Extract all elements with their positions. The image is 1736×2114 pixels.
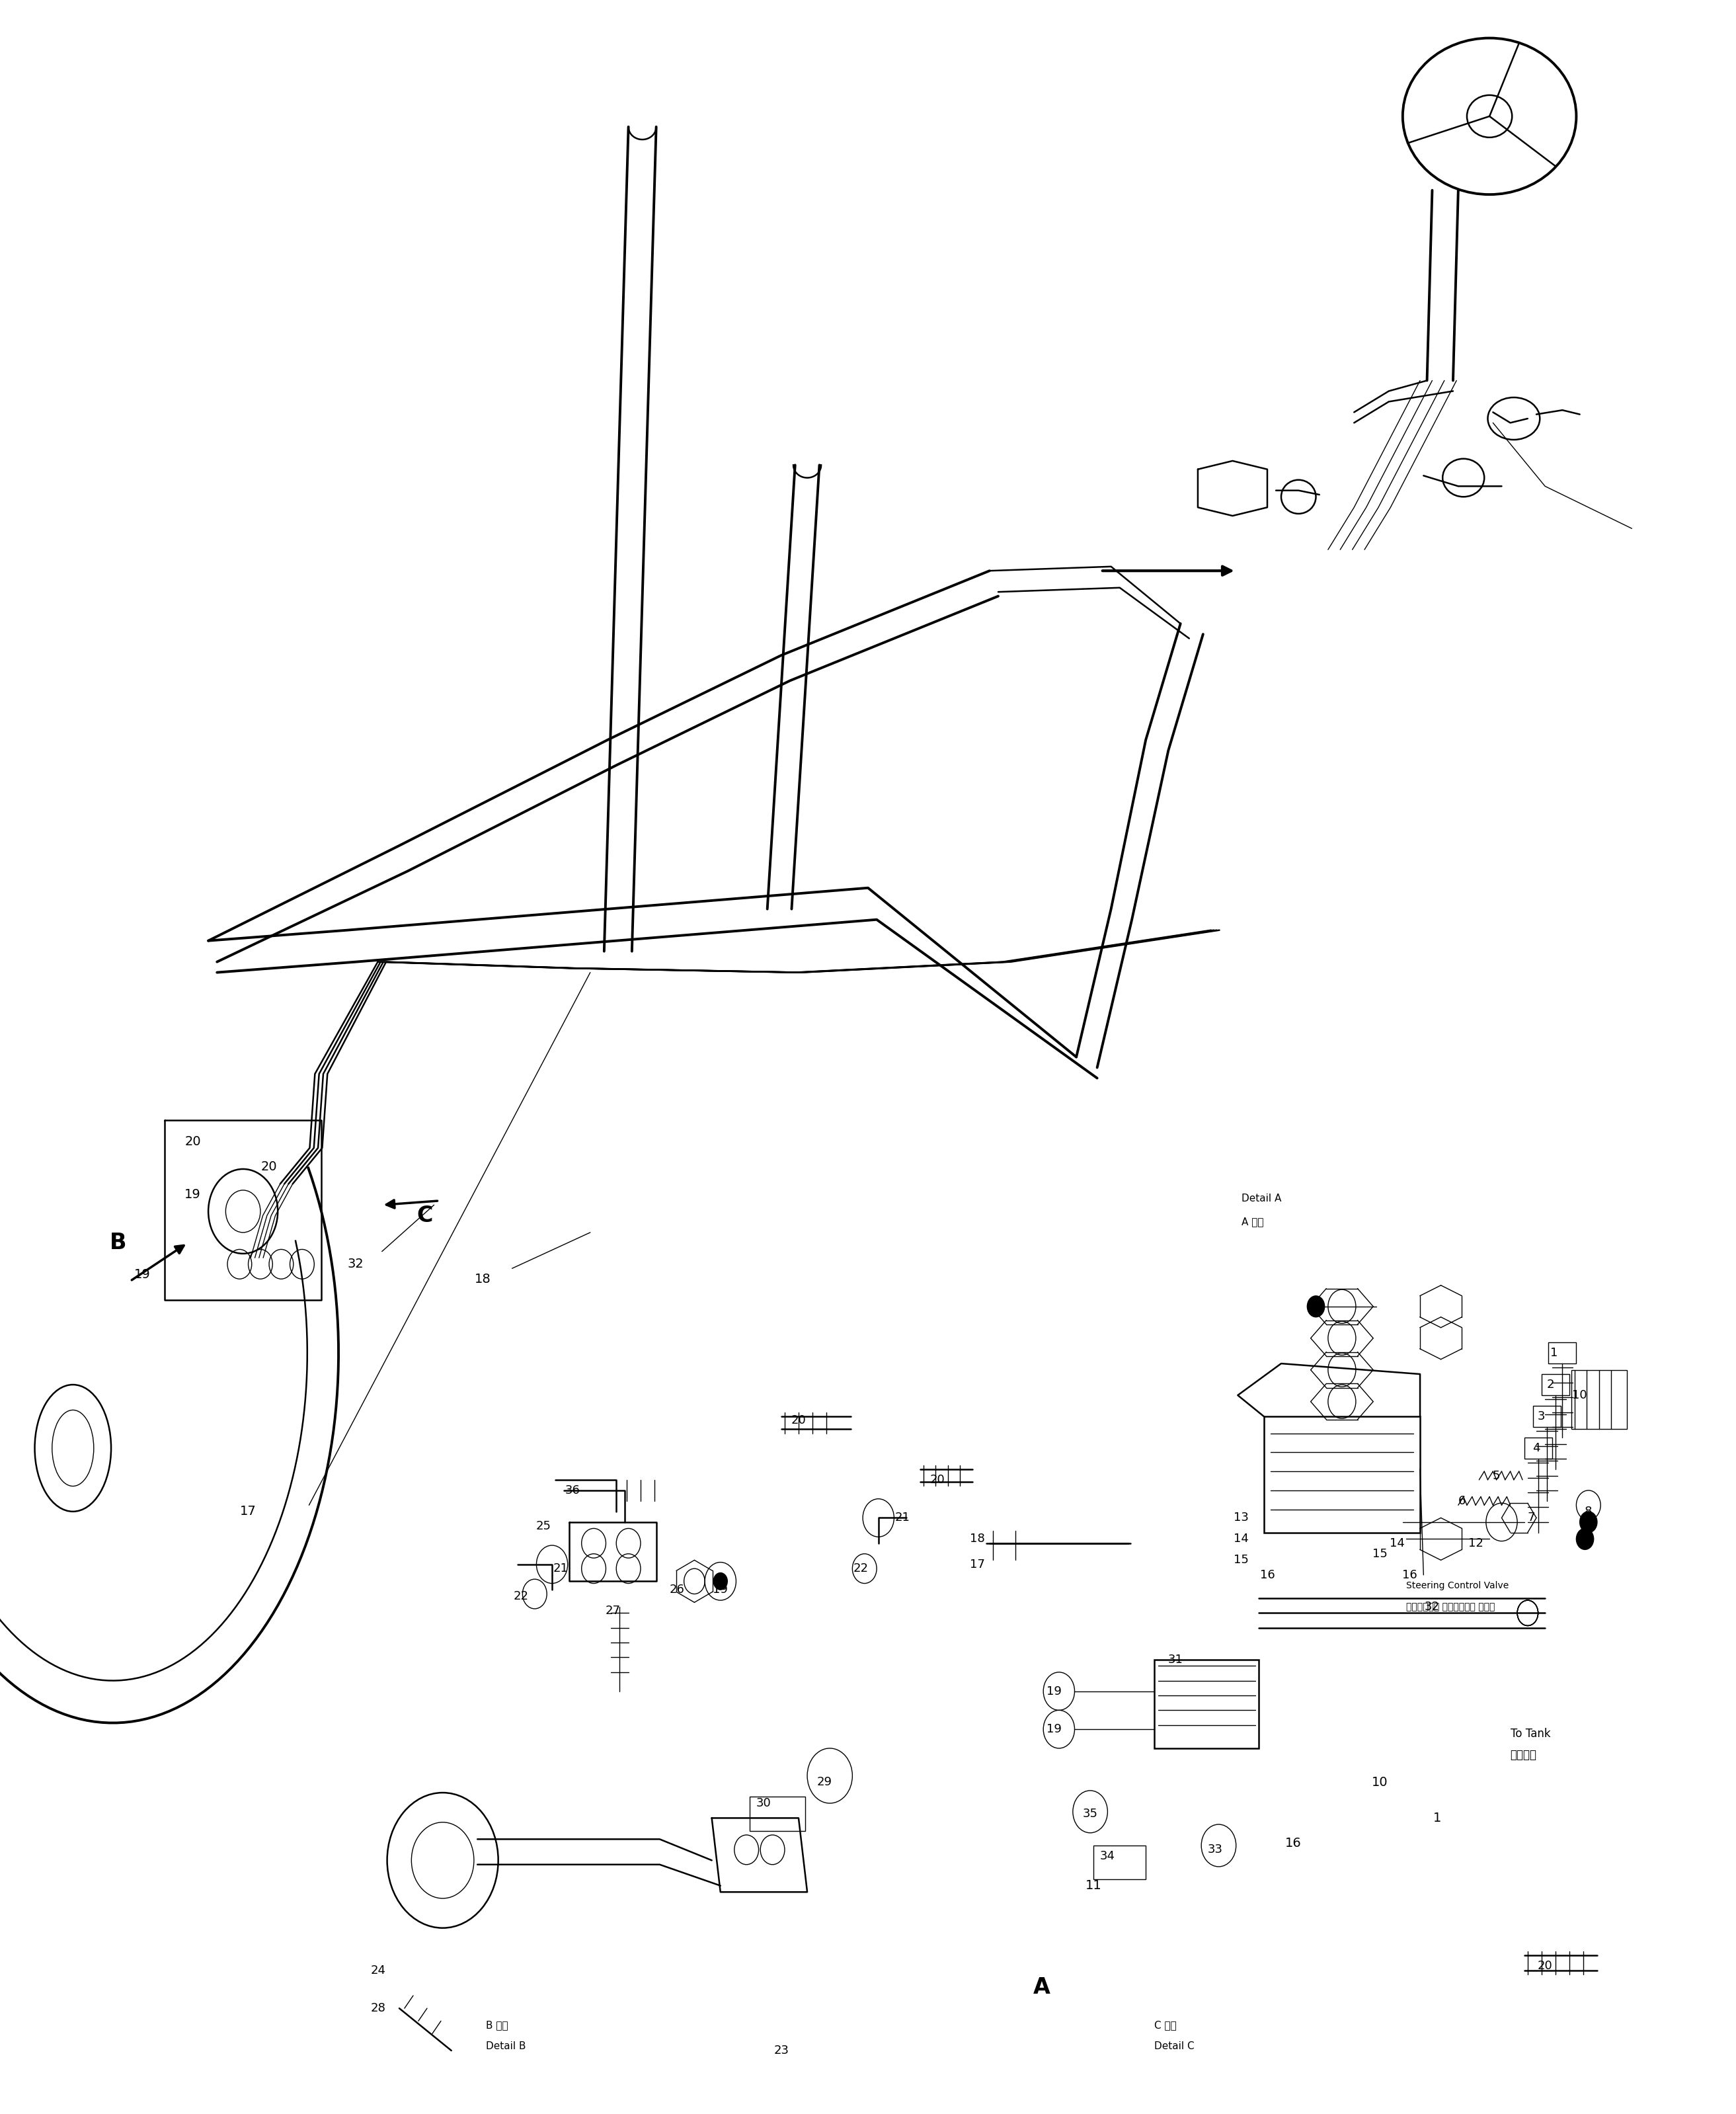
- Text: 16: 16: [1260, 1569, 1274, 1581]
- Bar: [1542, 1374, 1569, 1395]
- Text: 4: 4: [1533, 1442, 1540, 1454]
- Text: 22: 22: [854, 1562, 868, 1575]
- Text: 36: 36: [566, 1484, 580, 1497]
- Text: 18: 18: [970, 1533, 984, 1545]
- Circle shape: [1580, 1512, 1597, 1533]
- Circle shape: [1307, 1296, 1325, 1317]
- Bar: [1549, 1342, 1576, 1364]
- Bar: [1154, 1659, 1259, 1748]
- Text: A 詳細: A 詳細: [1241, 1218, 1264, 1226]
- Text: 24: 24: [372, 1964, 385, 1977]
- Text: 15: 15: [1234, 1554, 1248, 1566]
- Text: 34: 34: [1101, 1850, 1115, 1862]
- Text: 19: 19: [134, 1268, 151, 1281]
- Text: 23: 23: [774, 2044, 788, 2057]
- Text: B 詳細: B 詳細: [486, 2021, 509, 2029]
- Text: 30: 30: [757, 1797, 771, 1810]
- Text: 27: 27: [606, 1605, 620, 1617]
- Text: 13: 13: [1234, 1512, 1248, 1524]
- Bar: [1524, 1438, 1552, 1459]
- Text: 22: 22: [514, 1590, 528, 1602]
- Circle shape: [1576, 1528, 1594, 1550]
- Text: 2: 2: [1547, 1378, 1554, 1391]
- Bar: [1533, 1406, 1561, 1427]
- Bar: [1264, 1416, 1420, 1533]
- Text: 9: 9: [1585, 1528, 1592, 1541]
- Text: 1: 1: [1550, 1347, 1557, 1359]
- Text: Detail A: Detail A: [1241, 1194, 1281, 1203]
- Text: 26: 26: [670, 1583, 684, 1596]
- Text: 14: 14: [1391, 1537, 1404, 1550]
- Text: C 詳細: C 詳細: [1154, 2021, 1177, 2029]
- Text: C: C: [417, 1205, 432, 1226]
- Text: 7: 7: [1528, 1512, 1535, 1524]
- Text: 12: 12: [1469, 1537, 1483, 1550]
- Bar: [750, 1797, 806, 1831]
- Text: 32: 32: [347, 1258, 365, 1271]
- Text: Steering Control Valve: Steering Control Valve: [1406, 1581, 1509, 1590]
- Text: 20: 20: [260, 1161, 278, 1173]
- Text: 5: 5: [1493, 1469, 1500, 1482]
- Text: 3: 3: [1538, 1410, 1545, 1423]
- Text: 20: 20: [930, 1473, 944, 1486]
- Circle shape: [713, 1573, 727, 1590]
- Text: 6: 6: [1458, 1495, 1465, 1507]
- Text: 19: 19: [184, 1188, 201, 1201]
- Text: 14: 14: [1234, 1533, 1248, 1545]
- Text: 20: 20: [1538, 1960, 1552, 1972]
- Text: 32: 32: [1425, 1600, 1439, 1613]
- Text: ステアリング コントロール バルブ: ステアリング コントロール バルブ: [1406, 1602, 1495, 1611]
- Text: 29: 29: [818, 1776, 832, 1788]
- Text: 16: 16: [1403, 1569, 1417, 1581]
- Text: 17: 17: [970, 1558, 984, 1571]
- Text: To Tank: To Tank: [1510, 1727, 1550, 1740]
- Bar: [1571, 1370, 1627, 1429]
- Text: 20: 20: [184, 1135, 201, 1148]
- Text: 15: 15: [1373, 1547, 1387, 1560]
- Text: 17: 17: [240, 1505, 257, 1518]
- Text: Detail C: Detail C: [1154, 2042, 1194, 2051]
- Text: A: A: [1033, 1977, 1050, 1998]
- Bar: [1094, 1846, 1146, 1879]
- Text: 18: 18: [474, 1273, 491, 1285]
- Text: 10: 10: [1371, 1776, 1389, 1788]
- Text: B: B: [109, 1232, 127, 1254]
- Text: 21: 21: [896, 1512, 910, 1524]
- Text: 31: 31: [1168, 1653, 1182, 1666]
- Text: 35: 35: [1083, 1807, 1097, 1820]
- Text: 11: 11: [1085, 1879, 1102, 1892]
- Text: タンクへ: タンクへ: [1510, 1748, 1536, 1761]
- Text: 10: 10: [1573, 1389, 1587, 1402]
- Text: 1: 1: [1434, 1812, 1441, 1824]
- Text: 28: 28: [372, 2002, 385, 2015]
- Text: 33: 33: [1208, 1843, 1222, 1856]
- Text: 25: 25: [536, 1520, 550, 1533]
- Text: Detail B: Detail B: [486, 2042, 526, 2051]
- Text: 16: 16: [1285, 1837, 1302, 1850]
- Text: 19: 19: [1047, 1723, 1061, 1736]
- Text: 8: 8: [1585, 1505, 1592, 1518]
- Text: 19: 19: [1047, 1685, 1061, 1698]
- Text: 19: 19: [713, 1583, 727, 1596]
- Text: 20: 20: [792, 1414, 806, 1427]
- Text: 21: 21: [554, 1562, 568, 1575]
